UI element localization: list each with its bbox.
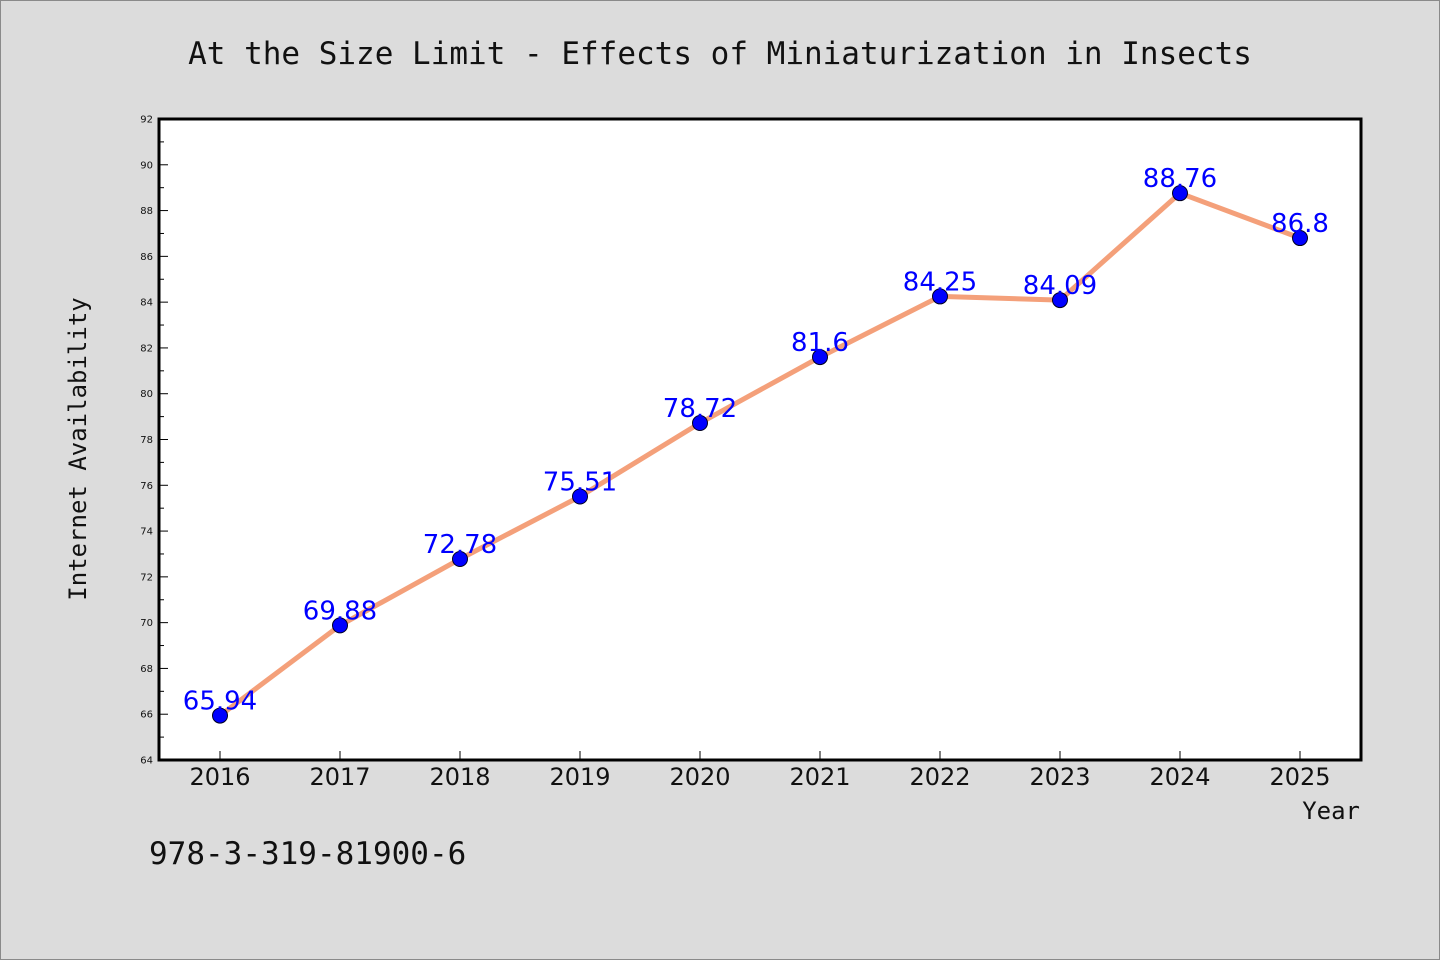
y-tick-label: 82 <box>140 343 153 354</box>
chart-title: At the Size Limit - Effects of Miniaturi… <box>188 36 1252 72</box>
data-point <box>452 551 468 568</box>
data-point <box>572 488 588 505</box>
data-label: 72.78 <box>423 530 497 560</box>
data-label: 75.51 <box>543 468 617 498</box>
y-tick-label: 92 <box>140 115 153 126</box>
data-point <box>1172 185 1188 202</box>
y-tick-label: 74 <box>140 527 153 538</box>
x-axis: 2016 2017 2018 2019 2020 2021 2022 2023 2024 2025 <box>189 751 1331 791</box>
y-tick-label: 88 <box>140 206 153 217</box>
y-tick-label: 68 <box>140 664 153 675</box>
data-point <box>332 617 348 634</box>
x-tick-label: 2024 <box>1149 763 1210 791</box>
data-point <box>692 415 708 432</box>
x-tick-label: 2020 <box>669 763 730 791</box>
series-line <box>217 190 1303 719</box>
footnote-isbn: 978-3-319-81900-6 <box>149 836 466 872</box>
y-tick-label: 86 <box>140 252 153 263</box>
data-point <box>1292 230 1308 247</box>
x-tick-label: 2022 <box>909 763 970 791</box>
data-label: 69.88 <box>303 596 377 626</box>
data-label: 81.6 <box>791 328 849 358</box>
series-line-path <box>217 190 1303 719</box>
data-point <box>812 349 828 366</box>
x-axis-label: Year <box>1302 797 1360 825</box>
y-tick-label: 66 <box>140 710 153 721</box>
data-label: 88.76 <box>1143 164 1217 194</box>
y-tick-label: 72 <box>140 572 153 583</box>
data-point <box>932 288 948 305</box>
x-tick-label: 2019 <box>549 763 610 791</box>
y-tick-label: 70 <box>140 618 153 629</box>
data-label: 78.72 <box>663 394 737 424</box>
x-tick-label: 2017 <box>309 763 370 791</box>
x-tick-label: 2016 <box>189 763 250 791</box>
plot-area <box>157 117 1363 762</box>
series-markers <box>212 185 1308 724</box>
data-label: 65.94 <box>183 687 257 717</box>
data-point <box>212 707 228 724</box>
data-labels: 65.94 69.88 72.78 75.51 78.72 81.6 84.25 84.09 8… <box>183 164 1329 716</box>
y-axis-label: Internet Availability <box>64 297 92 600</box>
y-tick-label: 90 <box>140 160 153 171</box>
x-tick-label: 2023 <box>1029 763 1090 791</box>
y-tick-label: 64 <box>140 756 153 767</box>
data-label: 84.25 <box>903 267 977 297</box>
y-tick-label: 78 <box>140 435 153 446</box>
y-tick-label: 76 <box>140 481 153 492</box>
data-label: 84.09 <box>1023 271 1097 301</box>
x-tick-label: 2021 <box>789 763 850 791</box>
y-tick-label: 80 <box>140 389 153 400</box>
x-tick-label: 2018 <box>429 763 490 791</box>
y-axis: 64 66 68 70 72 74 76 78 80 82 84 86 88 90 92 <box>140 115 168 767</box>
x-tick-label: 2025 <box>1269 763 1330 791</box>
data-point <box>1052 292 1068 309</box>
y-tick-label: 84 <box>140 298 153 309</box>
data-label: 86.8 <box>1271 209 1329 239</box>
